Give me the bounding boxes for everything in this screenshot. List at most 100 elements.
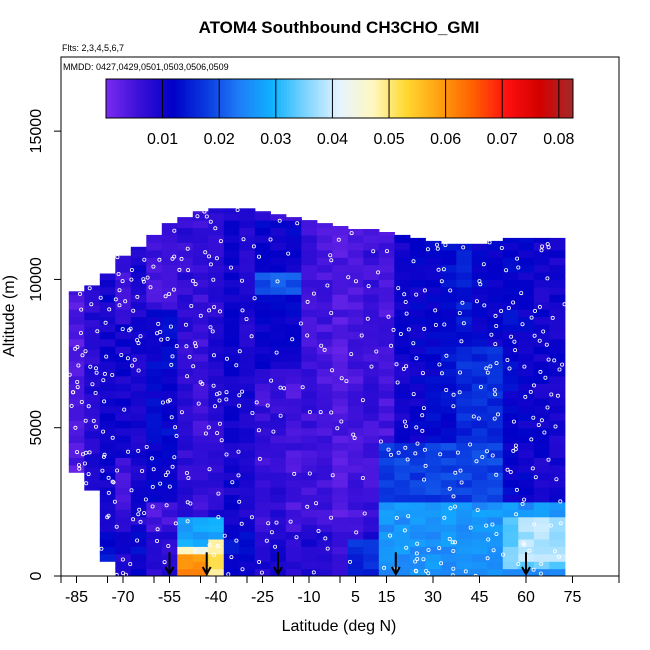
heat-cell [502,442,519,451]
colorbar-segment [327,79,332,118]
colorbar-segment [365,79,370,118]
heat-cell [115,316,132,325]
heat-cell [146,561,163,570]
observation-point [463,569,468,574]
colorbar-segment [409,79,413,118]
heat-cell [223,242,240,251]
observation-point [305,504,310,509]
heat-cell [471,257,488,266]
heat-cell [177,309,194,318]
heat-cell [301,568,318,576]
colorbar-segment [351,79,355,118]
heat-cell [270,457,287,466]
heat-cell [456,331,473,340]
heat-cell [518,279,535,288]
heat-cell [270,301,287,310]
heat-cell [146,294,163,303]
heat-cell [533,383,550,392]
observation-point [415,441,420,446]
heat-cell [347,353,364,362]
heat-cell [130,464,147,473]
heat-cell [363,450,380,458]
heat-cell [115,427,132,436]
observation-point [86,472,91,477]
heat-cell [146,568,163,576]
heat-cell [363,538,380,547]
heat-cell [161,257,178,266]
heat-cell [409,457,426,466]
heat-cell [363,509,380,518]
colorbar-segment [272,79,276,118]
heat-cell [440,279,457,288]
heat-cell [409,472,426,481]
observation-point [421,406,426,411]
heat-cell [425,361,442,369]
observation-point [169,362,174,367]
colorbar-segment [135,79,139,118]
heat-cell [223,561,240,570]
heat-cell [487,561,504,570]
heat-cell [177,487,194,495]
observation-point [439,279,444,284]
heat-cell [254,568,271,576]
heat-cell [146,553,163,562]
heat-cell [99,361,116,369]
heat-cell [130,553,147,562]
y-tick-label: 5000 [28,410,45,446]
heat-cell [347,338,364,347]
heat-cell [487,257,504,266]
heat-cell [115,472,132,481]
observation-point [545,276,550,281]
observation-point [396,450,401,455]
heat-cell [161,538,178,547]
observation-point [186,268,191,273]
heat-cell [518,472,535,481]
heat-cell [378,531,395,540]
observation-point [499,245,504,250]
heat-cell [409,538,426,547]
observation-point [529,315,534,320]
heat-cell [471,464,488,473]
heat-cell [409,361,426,369]
heat-cell [192,450,209,458]
colorbar-segment [260,79,265,118]
colorbar-segment [397,79,402,118]
observation-point [214,256,219,261]
observation-point [101,454,106,459]
observation-point [286,251,291,256]
heat-cell [270,420,287,429]
observation-point [423,463,428,468]
heat-cell [115,353,132,362]
colorbar-segment [231,79,235,118]
launch-arrow-head [521,566,531,577]
heat-cell [192,286,209,295]
heat-cell [456,309,473,318]
heat-cell [254,211,271,214]
observation-point [401,366,406,371]
heat-cell [146,531,163,540]
heat-cell [378,234,395,243]
observation-point [546,245,551,250]
heat-cell [471,501,488,510]
heat-cell [363,301,380,310]
heat-cell [347,553,364,562]
heat-cell [285,398,302,407]
heat-cell [487,494,504,503]
heat-cell [130,398,147,407]
heat-cell [254,457,271,466]
heat-cell [316,242,333,251]
heat-cell [239,227,256,236]
heat-cell [347,516,364,525]
heat-cell [549,264,566,273]
heat-cell [270,427,287,436]
heat-cell [115,442,132,451]
heat-cell [239,472,256,481]
heat-cell [270,220,287,229]
observation-point [122,407,127,412]
heat-cell [316,316,333,325]
heat-cell [409,568,426,576]
heat-cell [146,272,163,280]
heat-cell [84,445,101,454]
colorbar-segment [263,79,268,118]
heat-cell [549,472,566,481]
